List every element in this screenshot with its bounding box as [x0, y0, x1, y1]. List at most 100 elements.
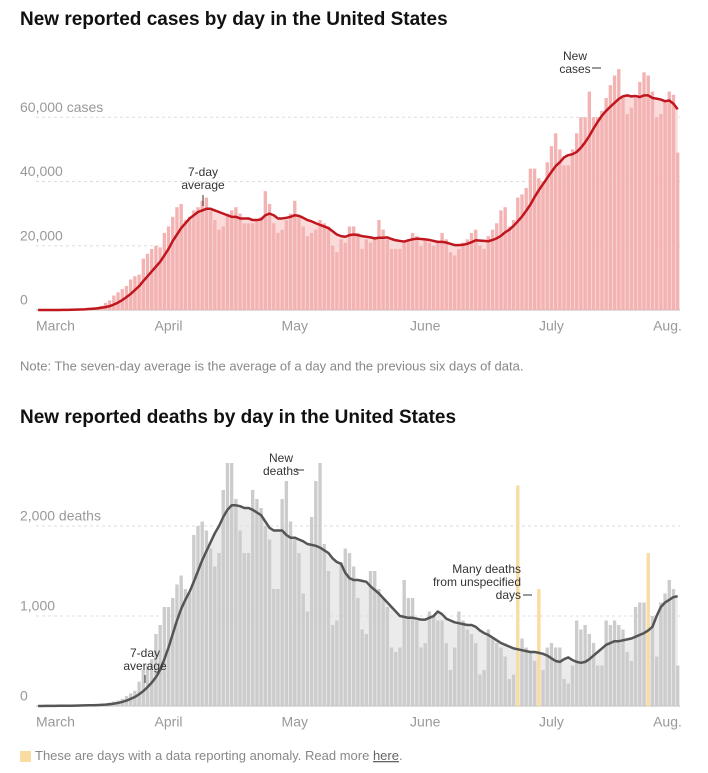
bar	[667, 91, 671, 310]
bar	[150, 248, 154, 310]
bar	[318, 220, 322, 310]
bar	[373, 571, 377, 706]
note-link[interactable]: here	[373, 748, 399, 763]
bar	[322, 544, 326, 706]
bar	[676, 152, 680, 310]
bar	[175, 584, 179, 706]
bar	[339, 239, 343, 310]
x-tick-label: March	[36, 318, 75, 334]
bar	[532, 661, 537, 706]
bar	[238, 530, 242, 706]
bar	[293, 539, 297, 706]
bar	[600, 665, 604, 706]
bar	[238, 213, 242, 310]
bar	[360, 248, 364, 310]
bar	[419, 647, 423, 706]
bar	[541, 181, 545, 310]
bar	[638, 602, 642, 706]
x-tick-label: June	[410, 318, 441, 334]
y-tick-label: 0	[20, 688, 28, 704]
bar	[520, 194, 524, 310]
bar	[528, 652, 533, 706]
bar	[356, 598, 360, 706]
bar	[166, 226, 171, 310]
annotation: deaths	[263, 464, 299, 478]
bar	[431, 616, 436, 706]
bar	[448, 252, 453, 310]
x-tick-label: May	[282, 714, 308, 730]
bar	[457, 248, 461, 310]
bar	[659, 114, 663, 310]
bar	[179, 203, 183, 310]
bar	[427, 611, 432, 706]
bar	[495, 643, 499, 706]
bar	[516, 485, 520, 706]
bar	[633, 97, 638, 310]
bar	[406, 598, 411, 706]
bar	[549, 643, 554, 706]
bar	[225, 213, 230, 310]
bar	[528, 168, 533, 310]
bar	[583, 625, 587, 706]
bar	[671, 94, 676, 310]
bar	[566, 683, 570, 706]
bar	[612, 75, 617, 310]
bar	[490, 229, 495, 310]
bar	[591, 643, 596, 706]
bar	[330, 625, 335, 706]
bar	[524, 647, 528, 706]
bar	[183, 589, 188, 706]
bar	[553, 647, 558, 706]
bar	[208, 548, 213, 706]
bar	[448, 670, 453, 706]
annotation: New	[269, 451, 293, 465]
bar	[465, 629, 469, 706]
bar	[339, 562, 343, 706]
bar	[217, 229, 221, 310]
bar	[179, 575, 183, 706]
bar	[326, 226, 331, 310]
bar	[474, 643, 478, 706]
bar	[495, 223, 499, 310]
bar	[368, 242, 373, 310]
bar	[604, 97, 608, 310]
bar	[381, 598, 385, 706]
bar	[267, 203, 272, 310]
bar	[166, 607, 171, 706]
bar	[583, 117, 587, 310]
bar	[558, 647, 562, 706]
bar	[309, 232, 314, 310]
bar	[440, 620, 444, 706]
bar	[347, 226, 352, 310]
annotation: cases	[559, 62, 590, 76]
bar	[242, 553, 246, 706]
bar	[553, 133, 558, 310]
bar	[537, 178, 541, 310]
bar	[192, 210, 196, 310]
bar	[326, 571, 331, 706]
bar	[297, 216, 301, 310]
bar	[478, 674, 482, 706]
bar	[482, 670, 486, 706]
bar	[288, 213, 293, 310]
bar	[272, 589, 276, 706]
bar	[343, 548, 347, 706]
bar	[642, 72, 646, 311]
bar	[646, 75, 650, 310]
bar	[280, 499, 284, 706]
bar	[465, 239, 469, 310]
bar	[562, 679, 566, 706]
bar	[297, 553, 301, 706]
bar	[507, 226, 512, 310]
bar	[474, 229, 478, 310]
bar	[213, 220, 217, 310]
bar	[444, 239, 448, 310]
bar	[234, 499, 238, 706]
bar	[213, 566, 217, 706]
bar	[520, 638, 524, 706]
bar	[255, 499, 259, 706]
bar	[478, 245, 482, 310]
bar	[423, 239, 427, 310]
bar	[183, 220, 188, 310]
